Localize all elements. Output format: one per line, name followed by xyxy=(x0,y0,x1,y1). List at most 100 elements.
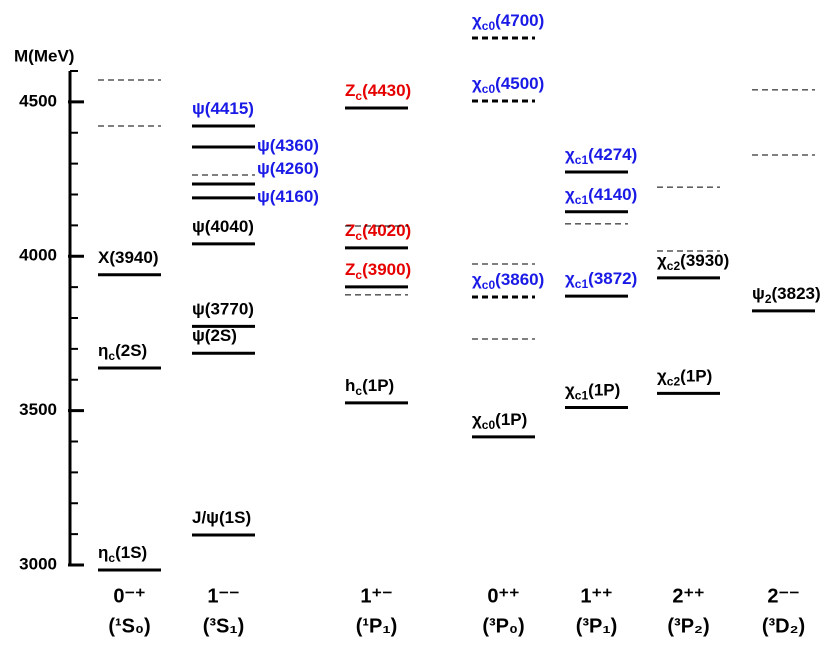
state-name: Z xyxy=(345,260,355,279)
state-tail: (4430) xyxy=(362,82,411,101)
state-name: ψ(4360) xyxy=(257,136,319,155)
y-tick-label: 3000 xyxy=(19,554,57,573)
y-tick-label: 3500 xyxy=(19,400,57,419)
state-name: χ xyxy=(565,381,575,400)
state-label: J/ψ(1S) xyxy=(192,509,251,528)
state-label: χc0(4700) xyxy=(472,11,544,33)
state-subscript: c2 xyxy=(667,259,681,273)
state-tail: (3872) xyxy=(588,270,637,289)
spectroscopic-label: (³S₁) xyxy=(203,615,245,637)
state-label: Zc(3900) xyxy=(345,260,411,282)
quantum-number: 0⁻⁺ xyxy=(113,585,145,607)
state-name: χ xyxy=(472,74,482,93)
quantum-number: 1⁺⁻ xyxy=(360,585,392,607)
state-label: ψ2(3823) xyxy=(752,284,821,306)
state-label: χc0(1P) xyxy=(472,410,527,432)
state-tail: (3930) xyxy=(680,251,729,270)
quantum-number: 0⁺⁺ xyxy=(487,585,519,607)
state-name: X(3940) xyxy=(98,248,158,267)
state-label: ψ(2S) xyxy=(192,327,237,346)
state-label: ηc(2S) xyxy=(98,342,147,364)
state-label: ηc(1S) xyxy=(98,543,147,565)
state-label: ψ(4160) xyxy=(257,187,319,206)
state-name: ψ(4040) xyxy=(192,217,254,236)
state-subscript: c2 xyxy=(667,375,681,389)
state-name: χ xyxy=(657,251,667,270)
state-name: ψ(4160) xyxy=(257,187,319,206)
state-subscript: c0 xyxy=(482,278,496,292)
state-tail: (1P) xyxy=(362,376,394,395)
y-axis-label: M(MeV) xyxy=(14,46,74,65)
state-subscript: c xyxy=(355,268,362,282)
state-name: ψ(4260) xyxy=(257,159,319,178)
state-subscript: c1 xyxy=(575,153,589,167)
state-tail: (4020) xyxy=(362,221,411,240)
state-tail: (4700) xyxy=(495,11,544,30)
spectroscopic-label: (³D₂) xyxy=(762,615,805,637)
state-tail: (2S) xyxy=(115,342,147,361)
state-label: χc1(1P) xyxy=(565,381,620,403)
state-label: χc0(4500) xyxy=(472,74,544,96)
state-label: χc2(1P) xyxy=(657,367,712,389)
state-name: ψ(3770) xyxy=(192,300,254,319)
quantum-number: 1⁻⁻ xyxy=(207,585,239,607)
state-name: χ xyxy=(657,367,667,386)
state-subscript: c xyxy=(355,89,362,103)
state-label: ψ(3770) xyxy=(192,300,254,319)
state-label: χc2(3930) xyxy=(657,251,729,273)
state-subscript: c xyxy=(355,229,362,243)
spectroscopic-label: (¹S₀) xyxy=(108,615,150,637)
state-name: χ xyxy=(565,270,575,289)
state-name: h xyxy=(345,376,355,395)
state-name: η xyxy=(98,342,108,361)
state-name: χ xyxy=(472,11,482,30)
state-tail: (1S) xyxy=(115,543,147,562)
state-tail: (4140) xyxy=(588,185,637,204)
state-label: hc(1P) xyxy=(345,376,394,398)
state-tail: (3860) xyxy=(495,270,544,289)
state-name: χ xyxy=(472,270,482,289)
state-tail: (3900) xyxy=(362,260,411,279)
state-tail: (4274) xyxy=(588,145,637,164)
state-name: χ xyxy=(565,145,575,164)
state-label: χc1(3872) xyxy=(565,270,637,292)
state-subscript: c0 xyxy=(482,418,496,432)
quantum-number: 2⁺⁺ xyxy=(672,585,704,607)
state-subscript: c xyxy=(355,384,362,398)
state-name: ψ(4415) xyxy=(192,99,254,118)
state-tail: (1P) xyxy=(588,381,620,400)
state-tail: (1P) xyxy=(680,367,712,386)
state-name: ψ(2S) xyxy=(192,327,237,346)
state-tail: (1P) xyxy=(495,410,527,429)
spectroscopic-label: (¹P₁) xyxy=(356,615,398,637)
state-tail: (4500) xyxy=(495,74,544,93)
state-subscript: c1 xyxy=(575,389,589,403)
quantum-number: 1⁺⁺ xyxy=(580,585,612,607)
state-label: χc1(4140) xyxy=(565,185,637,207)
state-name: Z xyxy=(345,82,355,101)
state-label: Zc(4020) xyxy=(345,221,411,243)
spectroscopic-label: (³P₂) xyxy=(667,615,709,637)
state-subscript: c0 xyxy=(482,82,496,96)
state-label: χc0(3860) xyxy=(472,270,544,292)
state-subscript: c xyxy=(108,551,115,565)
state-name: χ xyxy=(472,410,482,429)
state-name: χ xyxy=(565,185,575,204)
spectroscopic-label: (³P₁) xyxy=(576,615,618,637)
state-label: ψ(4360) xyxy=(257,136,319,155)
quantum-number: 2⁻⁻ xyxy=(767,585,799,607)
state-subscript: 2 xyxy=(765,292,772,306)
state-label: ψ(4260) xyxy=(257,159,319,178)
state-label: ψ(4040) xyxy=(192,217,254,236)
state-label: χc1(4274) xyxy=(565,145,637,167)
state-label: ψ(4415) xyxy=(192,99,254,118)
y-tick-label: 4000 xyxy=(19,246,57,265)
state-name: Z xyxy=(345,221,355,240)
state-subscript: c1 xyxy=(575,193,589,207)
state-name: ψ xyxy=(752,284,765,303)
state-name: η xyxy=(98,543,108,562)
state-name: J/ψ(1S) xyxy=(192,509,251,528)
spectroscopic-label: (³P₀) xyxy=(482,615,524,637)
y-tick-label: 4500 xyxy=(19,91,57,110)
